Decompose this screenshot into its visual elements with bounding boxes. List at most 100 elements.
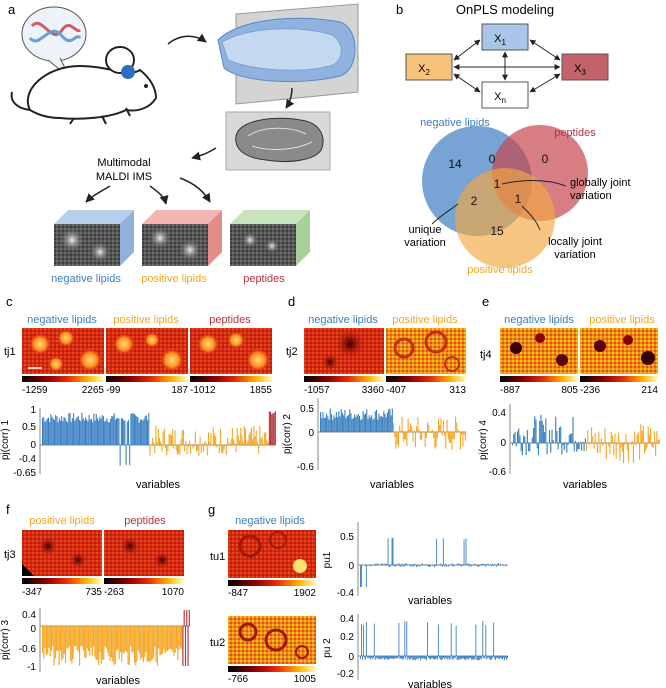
d-img-label-neg: negative lipids [308,314,378,326]
g-tu1-label: tu1 [210,551,225,563]
venn-count-center: 1 [494,177,501,191]
loading-bar [428,656,429,658]
loading-bar [127,626,129,665]
g-pu2-ytick-0: 0 [348,652,354,663]
loading-bar [377,565,379,566]
loading-bar [67,422,69,445]
loading-bar [147,626,150,661]
loading-bar [144,626,146,658]
e-ytick-04: 0.4 [492,408,506,419]
loading-bar [102,416,104,445]
loading-bar [627,443,630,463]
loading-bar [504,656,505,661]
loading-bar [66,626,68,648]
loading-bar [455,625,457,656]
loading-bar [413,565,415,567]
loading-bar [248,434,250,445]
brain-slice-3d [217,3,359,105]
panel-e-letter: e [482,294,489,309]
loading-bar [401,563,403,565]
loading-bar [390,656,392,659]
loading-bar [159,626,161,656]
loading-bar [410,565,412,567]
e-ylabel: pj(corr) 4 [478,420,489,460]
venn-label-pep: peptides [554,127,596,139]
svg-text:Xn: Xn [494,91,506,105]
loading-bar [613,443,615,456]
loading-bar [384,656,386,660]
loading-bar [450,623,452,656]
loading-bar [124,420,126,445]
loading-bar [435,539,437,565]
loading-bar [127,420,130,445]
loading-bar [186,445,188,455]
loading-bar [168,434,170,445]
loading-bar [172,626,174,652]
loading-bar [378,413,380,432]
loading-bar [104,626,106,647]
loading-bar [369,417,371,432]
loading-bar [495,656,497,661]
d-ytick-0: 0 [308,428,314,439]
loading-bar [600,438,602,443]
panel-a: a Mu [8,2,359,285]
loading-bar [87,421,89,445]
cube-label-pos: positive lipids [141,273,207,285]
loading-bar [558,427,560,443]
loading-bar [542,424,544,443]
loading-bar [445,432,447,449]
loading-bar [616,443,618,445]
loading-bar [335,412,337,432]
annot-local-2: variation [554,249,596,261]
loading-bar [647,426,649,443]
loading-bar [72,626,74,660]
loading-bar [82,626,84,651]
loading-bar [459,656,461,660]
loading-bar [341,412,343,432]
loading-bar [194,431,196,445]
f-scale-pep-min: -263 [104,587,124,598]
loading-bar [545,418,547,443]
loading-bar [119,626,121,652]
annot-unique-2: variation [404,237,446,249]
loading-bar [165,626,167,652]
loading-bar [108,422,110,445]
loading-bar [135,626,137,666]
loading-bar [419,565,421,567]
loading-bar [387,656,389,660]
loading-bar [447,565,449,567]
loading-bar [411,656,413,658]
f-scale-pos-max: 735 [85,587,102,598]
loading-bar [138,626,141,653]
loading-bar [412,656,414,661]
g-pu2-ytick-02: 0.2 [340,632,354,643]
cube-negative-lipids [54,210,134,266]
loading-bar [653,431,655,443]
loading-bar [155,626,157,662]
loading-bar [210,433,212,445]
loading-bar [400,656,402,659]
loading-bar [53,420,56,445]
loading-bar [505,656,506,658]
e-colorbar-neg [500,376,578,382]
loading-bar [544,432,546,443]
arrow-section-to-maldi [191,147,217,161]
loading-bar [101,626,104,660]
loading-bar [433,432,435,438]
loading-bar [385,564,387,565]
loading-bar [646,443,648,448]
loading-bar [643,443,646,454]
loading-bar [465,538,467,565]
d-ylabel: pj(corr) 2 [282,414,293,454]
loading-bar [73,413,75,445]
c-colorbar-neg [22,376,104,382]
loading-bar [477,565,479,567]
loading-bar [603,443,605,445]
loading-bar [476,656,478,661]
loading-bar [524,436,526,443]
arrow-to-cube-3 [179,177,211,203]
e-ytick-m06: -0.6 [489,467,507,478]
loading-bar [360,419,362,432]
loading-bar [594,433,596,443]
g-heatmap-tu2 [228,616,316,664]
